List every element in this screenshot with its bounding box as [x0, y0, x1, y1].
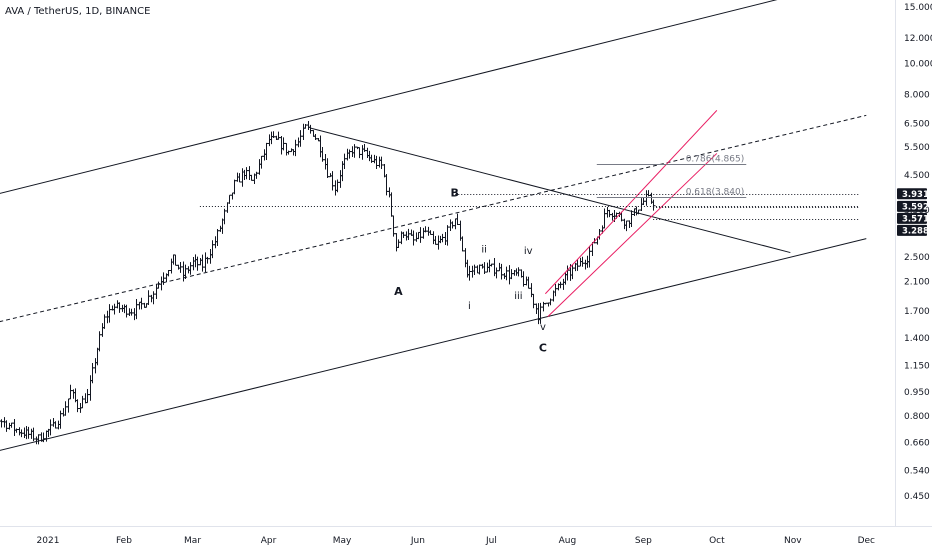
- y-tick-label: 15.000: [904, 3, 932, 13]
- x-tick-label: Feb: [116, 536, 132, 546]
- trendline-upper-channel[interactable]: [0, 0, 790, 200]
- y-tick-label: 2.500: [904, 253, 930, 263]
- y-tick-label: 2.100: [904, 277, 930, 287]
- wave-label-A: A: [394, 285, 403, 298]
- trendline-red-channel-upper[interactable]: [544, 110, 718, 295]
- price-tag: 3.931: [897, 188, 929, 200]
- x-tick-label: Jun: [410, 536, 425, 546]
- time-axis[interactable]: 2021 Feb Mar Apr May Jun Jul Aug Sep Oct Nov Dec: [37, 536, 876, 546]
- wave-label-C: C: [539, 341, 547, 354]
- ohlc-bar: [651, 199, 656, 211]
- price-tag: 3.592: [897, 200, 929, 212]
- x-tick-label: Sep: [635, 536, 652, 546]
- price-tags: 3.931 3.592 3.571 3.288: [897, 188, 929, 236]
- y-tick-label: 0.800: [904, 412, 930, 422]
- wave-label-iv: iv: [524, 246, 533, 257]
- trendline-mid-channel[interactable]: [0, 114, 867, 328]
- y-tick-label: 5.500: [904, 143, 930, 153]
- wave-label-B: B: [451, 187, 459, 200]
- trendline-red-channel-lower[interactable]: [547, 153, 718, 317]
- wave-label-i: i: [468, 301, 471, 312]
- x-tick-label: May: [333, 536, 352, 546]
- fib-level-label: 0.786(4.865): [686, 155, 745, 165]
- wave-label-ii: ii: [481, 245, 487, 256]
- chart-title: AVA / TetherUS, 1D, BINANCE: [5, 6, 150, 17]
- x-tick-label: Dec: [858, 536, 875, 546]
- price-tag-label: 3.288: [902, 226, 929, 236]
- y-tick-label: 0.450: [904, 492, 930, 502]
- drawing-tools[interactable]: [0, 0, 867, 458]
- price-tag-bg: [897, 212, 927, 224]
- trendline-descending-resistance[interactable]: [310, 127, 791, 254]
- price-tag-bg: [897, 200, 927, 212]
- y-tick-label: 1.400: [904, 334, 930, 344]
- x-tick-label: Mar: [184, 536, 201, 546]
- x-tick-label: Apr: [261, 536, 277, 546]
- y-tick-label: 6.500: [904, 120, 930, 130]
- price-tag-bg: [897, 224, 927, 236]
- y-tick-label: 10.000: [904, 60, 932, 70]
- ohlc-bars: [0, 121, 656, 445]
- y-tick-label: 0.950: [904, 388, 930, 398]
- y-tick-label: 0.540: [904, 467, 930, 477]
- horizontal-levels[interactable]: 0.786(4.865) 0.618(3.840): [199, 155, 859, 220]
- fib-level-label: 0.618(3.840): [686, 188, 745, 198]
- x-tick-label: Oct: [709, 536, 725, 546]
- x-tick-label: Jul: [485, 536, 497, 546]
- y-tick-label: 12.000: [904, 34, 932, 44]
- price-tag: 3.571: [897, 212, 929, 224]
- x-tick-label: Nov: [784, 536, 802, 546]
- wave-label-v: v: [540, 322, 546, 333]
- price-tag-label: 3.571: [902, 214, 929, 224]
- y-tick-label: 0.660: [904, 439, 930, 449]
- wave-label-iii: iii: [514, 291, 522, 302]
- y-tick-label: 4.500: [904, 171, 930, 181]
- price-tag: 3.288: [897, 224, 929, 236]
- price-tag-label: 3.592: [902, 202, 929, 212]
- y-tick-label: 8.000: [904, 91, 930, 101]
- x-tick-label: 2021: [37, 536, 60, 546]
- price-tag-bg: [897, 188, 927, 200]
- y-tick-label: 1.700: [904, 307, 930, 317]
- trendline-lower-channel[interactable]: [0, 238, 867, 458]
- x-tick-label: Aug: [559, 536, 577, 546]
- price-tag-label: 3.931: [902, 190, 929, 200]
- y-tick-label: 1.150: [904, 361, 930, 371]
